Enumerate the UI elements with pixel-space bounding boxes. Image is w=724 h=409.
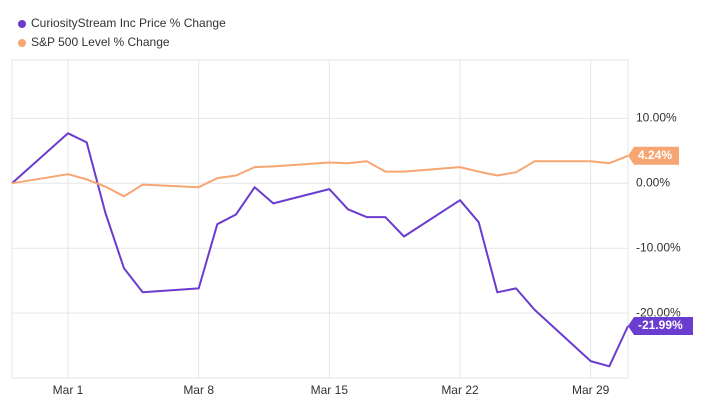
series-line: [11, 132, 629, 368]
legend-marker: [18, 20, 26, 28]
legend-marker: [18, 39, 26, 47]
x-tick-label: Mar 8: [183, 383, 214, 397]
x-tick-label: Mar 1: [53, 383, 84, 397]
series-line: [11, 154, 629, 198]
y-tick-label: -10.00%: [636, 240, 681, 254]
end-label-box: [628, 146, 679, 165]
x-tick-label: Mar 15: [311, 383, 349, 397]
legend-label: S&P 500 Level % Change: [31, 35, 170, 49]
x-tick-label: Mar 29: [572, 383, 610, 397]
end-label-text: -21.99%: [638, 318, 683, 332]
plot-frame: [11, 59, 629, 379]
y-tick-label: 0.00%: [636, 175, 670, 189]
x-tick-label: Mar 22: [441, 383, 479, 397]
end-label: 4.24%: [628, 146, 679, 165]
end-label-box: [628, 317, 693, 336]
legend-label: CuriosityStream Inc Price % Change: [31, 16, 226, 30]
y-tick-label: -20.00%: [636, 305, 681, 319]
end-label: -21.99%: [628, 317, 693, 336]
end-label-text: 4.24%: [638, 148, 672, 162]
y-tick-label: 10.00%: [636, 111, 677, 125]
